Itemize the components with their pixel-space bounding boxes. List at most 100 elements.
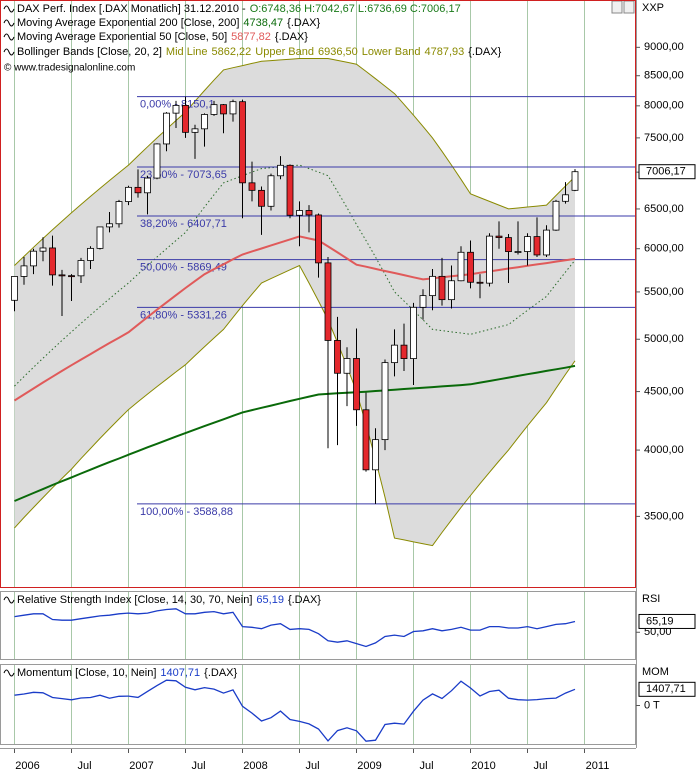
candle-body xyxy=(505,237,512,253)
legend-text: DAX Perf. Index [.DAX Monatlich] 31.12.2… xyxy=(17,3,246,15)
axis-label: XXP xyxy=(642,2,664,14)
candle-body xyxy=(391,344,398,364)
legend-icon xyxy=(3,19,15,27)
candle-body xyxy=(20,265,28,277)
candle-body xyxy=(562,194,569,202)
candle-body xyxy=(353,358,360,411)
candle-body xyxy=(125,186,132,202)
legend-text: {.DAX} xyxy=(288,594,321,606)
candle-body xyxy=(49,247,56,276)
x-tick-label: 2007 xyxy=(129,760,153,772)
candle-body xyxy=(552,200,560,231)
x-tick-label: Jul xyxy=(191,760,205,772)
candle-body xyxy=(144,177,151,194)
y-tick-label: 5500,00 xyxy=(644,286,684,298)
y-tick-label: 3500,00 xyxy=(644,510,684,522)
candle-body xyxy=(68,275,75,278)
window-button[interactable] xyxy=(611,0,623,14)
band-line xyxy=(14,264,576,547)
legend-text: {.DAX} xyxy=(204,667,237,679)
candle-body xyxy=(210,104,218,115)
candle-body xyxy=(267,175,275,207)
candle-body xyxy=(163,112,170,145)
y-tick-label: 50,00 xyxy=(644,626,672,638)
legend-text: Lower Band xyxy=(362,46,421,58)
legend-text: Momentum [Close, 10, Nein] xyxy=(17,667,156,679)
candle-body xyxy=(315,214,322,264)
fib-label: 23,60% - 7073,65 xyxy=(140,169,227,181)
y-tick-label: 4500,00 xyxy=(644,385,684,397)
candle-body xyxy=(39,247,47,252)
window-button[interactable] xyxy=(623,0,635,14)
legend-text: Moving Average Exponential 50 [Close, 50… xyxy=(17,31,227,43)
candle-body xyxy=(324,262,332,341)
candle-body xyxy=(58,274,66,277)
legend-icon xyxy=(3,669,15,677)
panel-frame xyxy=(0,664,636,745)
y-tick-label: 8500,00 xyxy=(644,70,684,82)
x-tick-label: Jul xyxy=(419,760,433,772)
legend-text: 6936,50 xyxy=(318,46,358,58)
candle-body xyxy=(182,104,189,133)
candle-body xyxy=(220,104,227,115)
candle-body xyxy=(134,186,142,194)
x-tick-label: Jul xyxy=(77,760,91,772)
candle-body xyxy=(467,251,474,283)
candle-body xyxy=(191,128,199,133)
legend-icon xyxy=(3,5,15,13)
y-tick-label: 7500,00 xyxy=(644,132,684,144)
x-tick-label: 2006 xyxy=(15,760,39,772)
source-label: © www.tradesignalonline.com xyxy=(4,63,135,74)
last-value-box xyxy=(638,164,696,180)
x-tick-label: 2009 xyxy=(357,760,381,772)
candle-body xyxy=(419,295,427,308)
legend-icon xyxy=(3,596,15,604)
fib-label: 61,80% - 5331,26 xyxy=(140,309,227,321)
ma-line xyxy=(14,364,576,502)
candle-body xyxy=(533,236,541,256)
candle-body xyxy=(514,251,522,253)
y-tick-label: 9000,00 xyxy=(644,41,684,53)
legend-text: Moving Average Exponential 200 [Close, 2… xyxy=(17,17,239,29)
candle-body xyxy=(410,306,417,359)
axis-label: RSI xyxy=(642,593,660,605)
legend-text: 1407,71 xyxy=(160,667,200,679)
fib-label: 38,20% - 6407,71 xyxy=(140,218,227,230)
candle-body xyxy=(438,275,446,301)
x-tick-label: Jul xyxy=(533,760,547,772)
axis-label: MOM xyxy=(642,666,669,678)
candle-body xyxy=(429,275,436,297)
candle-body xyxy=(543,229,550,256)
candle-body xyxy=(201,114,208,130)
candle-body xyxy=(334,340,341,374)
indicator-line xyxy=(14,679,576,742)
candle-body xyxy=(305,210,313,216)
candle-body xyxy=(286,164,294,216)
legend-icon xyxy=(3,48,15,56)
candle-body xyxy=(106,223,113,228)
candle-body xyxy=(229,101,237,115)
x-tick-label: 2008 xyxy=(243,760,267,772)
panel-frame xyxy=(0,0,636,588)
band-fill xyxy=(14,58,575,546)
legend-text: 4787,93 xyxy=(424,46,464,58)
candle-body xyxy=(343,358,351,374)
candle-body xyxy=(448,280,455,301)
last-value-label: 1407,71 xyxy=(646,683,686,695)
last-value-box xyxy=(638,681,696,697)
x-tick-label: 2010 xyxy=(471,760,495,772)
x-tick-label: Jul xyxy=(305,760,319,772)
candle-body xyxy=(372,439,379,471)
candle-body xyxy=(457,251,465,282)
y-tick-label: 5000,00 xyxy=(644,333,684,345)
y-tick-label: 8000,00 xyxy=(644,100,684,112)
candle-body xyxy=(486,235,493,284)
candle-body xyxy=(400,344,408,359)
candle-body xyxy=(11,276,18,301)
candle-body xyxy=(239,101,246,184)
candle-body xyxy=(30,250,37,267)
legend-icon xyxy=(3,33,15,41)
x-tick-label: 2011 xyxy=(586,760,610,772)
